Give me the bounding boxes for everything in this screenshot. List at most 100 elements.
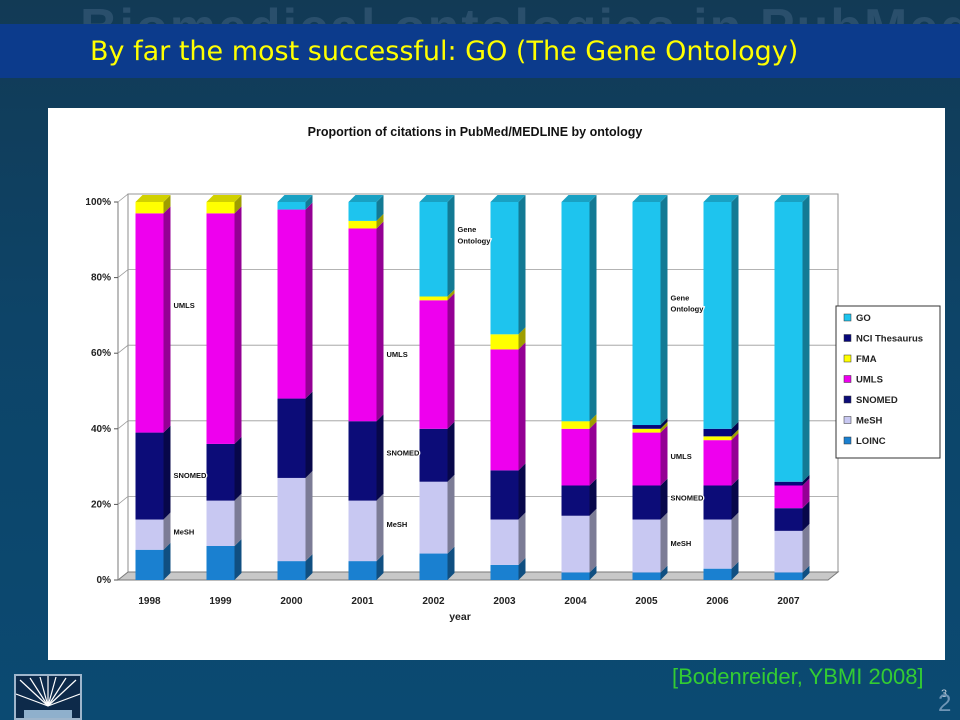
bar-segment-side	[234, 206, 242, 444]
bar-segment-side	[731, 478, 739, 520]
chart-annotation: Ontology	[671, 305, 705, 314]
bar-segment	[490, 564, 519, 580]
chart-annotation: Gene	[458, 225, 477, 234]
bar-segment-side	[589, 414, 597, 429]
bar-segment	[135, 549, 164, 580]
chart-figure: Proportion of citations in PubMed/MEDLIN…	[48, 108, 945, 660]
chart-annotation: Gene	[671, 293, 690, 302]
legend-label: SNOMED	[856, 395, 898, 406]
bar-segment	[419, 553, 448, 580]
bar-segment-side	[234, 195, 242, 214]
bar-segment	[632, 432, 661, 486]
legend-swatch	[843, 354, 852, 363]
legend-swatch	[843, 416, 852, 424]
bar-segment	[561, 485, 590, 516]
x-tick-label: 2003	[493, 596, 516, 607]
y-tick-label: 80%	[91, 273, 111, 284]
bar-segment	[135, 519, 164, 550]
y-tick-label: 60%	[91, 348, 111, 359]
bar-segment-side	[518, 195, 526, 335]
bar-segment-side	[376, 213, 384, 229]
bar-top	[419, 195, 455, 202]
legend-label: NCI Thesaurus	[856, 334, 923, 345]
bar-segment	[703, 428, 732, 437]
bar-segment	[135, 213, 164, 433]
bar-segment-side	[447, 289, 455, 301]
bar-segment-side	[660, 418, 668, 429]
page-number: 3	[941, 688, 948, 700]
bar-segment-side	[305, 195, 313, 210]
bar-segment-side	[163, 512, 171, 550]
bar-segment-side	[447, 474, 455, 554]
chart-annotation: MeSH	[174, 528, 195, 537]
bar-segment	[490, 334, 519, 350]
bar-top	[348, 195, 384, 202]
chart-annotation: SNOMED	[174, 471, 208, 480]
bar-segment	[419, 296, 448, 301]
legend-swatch	[843, 313, 852, 322]
gridline	[117, 420, 838, 430]
x-tick-label: 2001	[351, 596, 374, 607]
bar-segment-side	[305, 391, 313, 478]
slide-title: By far the most successful: GO (The Gene…	[90, 35, 799, 67]
bar-segment	[703, 568, 732, 580]
bar-segment	[348, 561, 377, 580]
bar-segment	[632, 425, 661, 429]
bar-segment-side	[802, 565, 810, 580]
chart-annotation: UMLS	[174, 301, 195, 310]
bar-segment-side	[518, 342, 526, 471]
chart-annotation: Ontology	[458, 237, 492, 246]
y-tick-label: 0%	[97, 575, 112, 586]
chart-annotation: SNOMED	[387, 448, 421, 457]
bar-segment-side	[731, 433, 739, 486]
bar-segment-side	[589, 478, 597, 516]
bar-segment	[135, 432, 164, 520]
bar-segment-side	[660, 421, 668, 433]
bar-segment	[632, 519, 661, 573]
bar-segment	[774, 508, 803, 531]
bar-segment	[561, 202, 590, 422]
bar-segment	[277, 561, 306, 580]
bar-segment	[490, 519, 519, 565]
bar-segment	[703, 485, 732, 520]
bar-segment	[277, 477, 306, 562]
bar-segment	[561, 515, 590, 573]
bar-segment-side	[518, 557, 526, 580]
legend-label: GO	[856, 313, 871, 324]
bar-segment-side	[731, 195, 739, 429]
bar-segment-side	[731, 512, 739, 569]
x-axis-label: year	[449, 611, 471, 623]
citation: [Bodenreider, YBMI 2008]	[672, 664, 924, 689]
x-tick-label: 2005	[635, 596, 658, 607]
bar-segment-side	[802, 501, 810, 531]
stacked-bar-chart: Proportion of citations in PubMed/MEDLIN…	[85, 125, 941, 623]
bar-segment	[348, 202, 377, 221]
bar-segment	[774, 481, 803, 486]
bar-segment-side	[731, 421, 739, 437]
bar-segment	[561, 572, 590, 580]
bar-segment-side	[731, 561, 739, 580]
bar-segment-side	[305, 470, 313, 562]
y-tick-label: 40%	[91, 424, 111, 435]
bar-segment	[632, 428, 661, 433]
gridline	[117, 495, 838, 505]
bar-segment-side	[589, 421, 597, 486]
bar-segment	[561, 421, 590, 429]
legend-swatch	[843, 436, 852, 445]
legend-label: MeSH	[856, 416, 883, 427]
bar-segment	[348, 500, 377, 562]
x-tick-label: 2007	[777, 596, 800, 607]
x-tick-label: 2002	[422, 596, 445, 607]
bar-segment-side	[802, 478, 810, 509]
bar-segment	[348, 421, 377, 501]
bar-segment	[632, 572, 661, 580]
bar-segment-side	[376, 195, 384, 221]
bar-segment-side	[163, 206, 171, 433]
legend-swatch	[843, 395, 852, 404]
bar-segment-side	[376, 414, 384, 501]
bar-segment	[703, 202, 732, 429]
bar-segment-side	[518, 512, 526, 565]
bar-segment-side	[376, 221, 384, 422]
legend-label: LOINC	[856, 436, 886, 447]
legend-label: FMA	[856, 354, 877, 365]
